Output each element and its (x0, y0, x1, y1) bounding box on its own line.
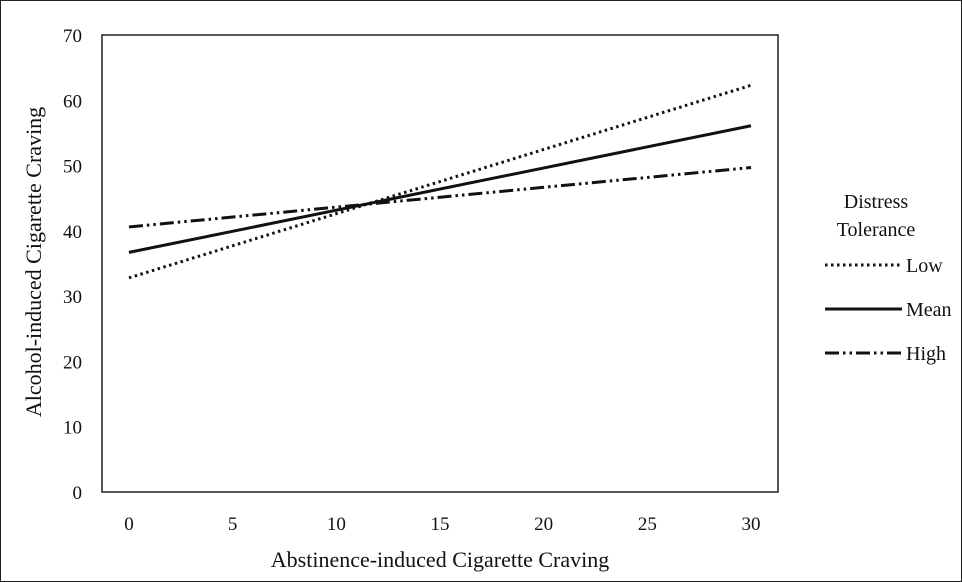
x-tick-label: 10 (327, 514, 346, 535)
plot-area (101, 34, 779, 493)
y-axis-title: Alcohol-induced Cigarette Craving (21, 107, 46, 417)
series-line-low (128, 83, 752, 280)
y-tick-label: 50 (63, 157, 82, 178)
x-tick-label: 0 (124, 514, 134, 535)
y-tick-label: 70 (63, 26, 82, 47)
y-tick-label: 10 (63, 418, 82, 439)
legend-label-low: Low (906, 255, 943, 277)
y-tick-label: 20 (63, 352, 82, 373)
legend-title-line-2: Tolerance (837, 219, 916, 241)
x-axis-title: Abstinence-induced Cigarette Craving (271, 547, 609, 572)
series-lines (128, 83, 752, 280)
legend-items: Low Mean High (825, 255, 952, 365)
series-line-mean (128, 124, 752, 254)
y-tick-label: 40 (63, 222, 82, 243)
x-axis-ticks: 0 5 10 15 20 25 30 (124, 514, 760, 535)
y-tick-label: 30 (63, 287, 82, 308)
y-tick-label: 60 (63, 91, 82, 112)
legend-label-mean: Mean (906, 299, 952, 321)
x-tick-label: 30 (742, 514, 761, 535)
y-tick-label: 0 (73, 483, 83, 504)
series-line-high (128, 166, 752, 229)
legend: Distress Tolerance Low Mean High (825, 191, 952, 365)
legend-title-line-1: Distress (844, 191, 909, 213)
x-tick-label: 20 (534, 514, 553, 535)
legend-label-high: High (906, 343, 946, 365)
x-tick-label: 25 (638, 514, 657, 535)
x-tick-label: 5 (228, 514, 238, 535)
y-axis-ticks: 0 10 20 30 40 50 60 70 (63, 26, 82, 504)
x-tick-label: 15 (431, 514, 450, 535)
